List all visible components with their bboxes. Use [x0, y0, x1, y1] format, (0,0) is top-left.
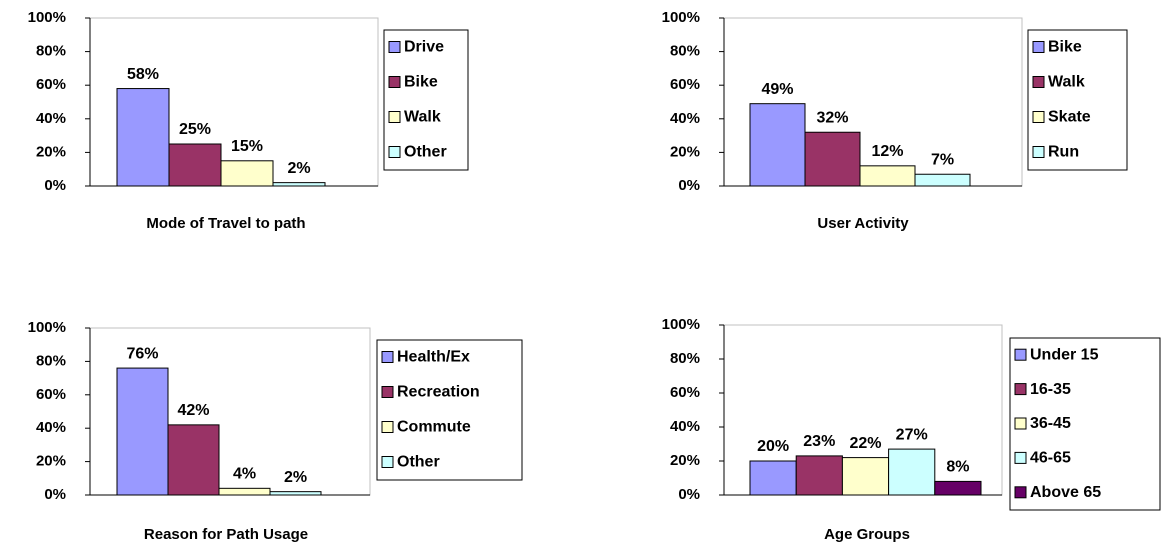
legend-swatch [388, 76, 401, 88]
data-label: 27% [896, 426, 928, 443]
legend-swatch [1014, 383, 1027, 396]
legend-swatch [381, 386, 394, 398]
legend-label: 46-65 [1030, 450, 1071, 467]
bar [749, 460, 797, 496]
y-tick-label: 80% [36, 43, 66, 60]
legend-swatch [1014, 451, 1027, 464]
y-tick-label: 60% [36, 386, 66, 403]
y-tick-label: 100% [662, 9, 700, 26]
legend-swatch [1032, 41, 1045, 53]
y-tick-label: 60% [36, 76, 66, 93]
legend-swatch [1014, 348, 1027, 361]
chart-title: Mode of Travel to path [146, 215, 305, 232]
legend-swatch [388, 111, 401, 123]
data-label: 12% [871, 143, 903, 160]
legend-swatch [1014, 417, 1027, 430]
data-label: 7% [931, 151, 954, 168]
legend-label: Under 15 [1030, 346, 1099, 363]
y-tick-label: 0% [678, 177, 700, 194]
data-label: 32% [816, 109, 848, 126]
y-tick-label: 60% [670, 76, 700, 93]
bar [167, 424, 220, 496]
data-label: 76% [126, 345, 158, 362]
y-tick-label: 20% [36, 143, 66, 160]
bar [859, 165, 916, 187]
legend-label: Run [1048, 144, 1079, 161]
y-tick-label: 0% [44, 177, 66, 194]
y-tick-label: 100% [28, 319, 66, 336]
y-tick-label: 40% [36, 110, 66, 127]
data-label: 2% [287, 160, 310, 177]
data-label: 8% [946, 459, 969, 476]
legend-swatch [1014, 486, 1027, 499]
bar [749, 103, 806, 187]
legend-label: Skate [1048, 109, 1091, 126]
bar [888, 448, 936, 496]
data-label: 2% [284, 469, 307, 486]
y-tick-label: 80% [670, 350, 700, 367]
legend-label: Drive [404, 39, 444, 56]
y-tick-label: 40% [670, 418, 700, 435]
legend-swatch [388, 41, 401, 53]
y-tick-label: 20% [670, 452, 700, 469]
legend-label: 36-45 [1030, 415, 1071, 432]
data-label: 15% [231, 138, 263, 155]
legend-label: Recreation [397, 384, 480, 401]
y-tick-label: 40% [36, 419, 66, 436]
bar [934, 480, 982, 496]
y-tick-label: 100% [662, 316, 700, 333]
data-label: 42% [177, 402, 209, 419]
bar [272, 182, 326, 187]
y-tick-label: 40% [670, 110, 700, 127]
data-label: 22% [849, 435, 881, 452]
y-tick-label: 60% [670, 384, 700, 401]
data-label: 4% [233, 466, 256, 483]
data-label: 25% [179, 121, 211, 138]
y-tick-label: 0% [678, 486, 700, 503]
chart-title: Reason for Path Usage [144, 526, 308, 543]
bar [218, 487, 271, 496]
bar [841, 457, 890, 496]
legend-swatch [381, 351, 394, 363]
y-tick-label: 80% [36, 352, 66, 369]
legend-swatch [1032, 76, 1045, 88]
bar [220, 160, 274, 187]
legend-label: Walk [1048, 74, 1085, 91]
legend [376, 339, 523, 481]
legend-swatch [381, 456, 394, 468]
legend-label: Other [404, 144, 447, 161]
data-label: 49% [761, 81, 793, 98]
legend-swatch [1032, 146, 1045, 158]
y-tick-label: 80% [670, 43, 700, 60]
data-label: 23% [803, 433, 835, 450]
legend-swatch [381, 421, 394, 433]
legend [1009, 337, 1161, 511]
legend-label: 16-35 [1030, 381, 1071, 398]
y-tick-label: 0% [44, 486, 66, 503]
legend-label: Above 65 [1030, 484, 1101, 501]
bar [116, 88, 170, 187]
legend-swatch [388, 146, 401, 158]
legend-label: Bike [1048, 39, 1082, 56]
bar [804, 131, 861, 187]
legend-label: Health/Ex [397, 349, 470, 366]
bar [914, 173, 971, 187]
chart-title: Age Groups [824, 526, 910, 543]
legend-label: Commute [397, 419, 471, 436]
data-label: 20% [757, 438, 789, 455]
legend-swatch [1032, 111, 1045, 123]
y-tick-label: 20% [36, 453, 66, 470]
data-label: 58% [127, 66, 159, 83]
chart-title: User Activity [817, 215, 909, 232]
legend-label: Bike [404, 74, 438, 91]
legend-label: Other [397, 454, 440, 471]
bar [168, 143, 222, 187]
bar [116, 367, 169, 496]
bar [269, 491, 322, 496]
bar [795, 455, 843, 496]
y-tick-label: 100% [28, 9, 66, 26]
legend-label: Walk [404, 109, 441, 126]
y-tick-label: 20% [670, 143, 700, 160]
